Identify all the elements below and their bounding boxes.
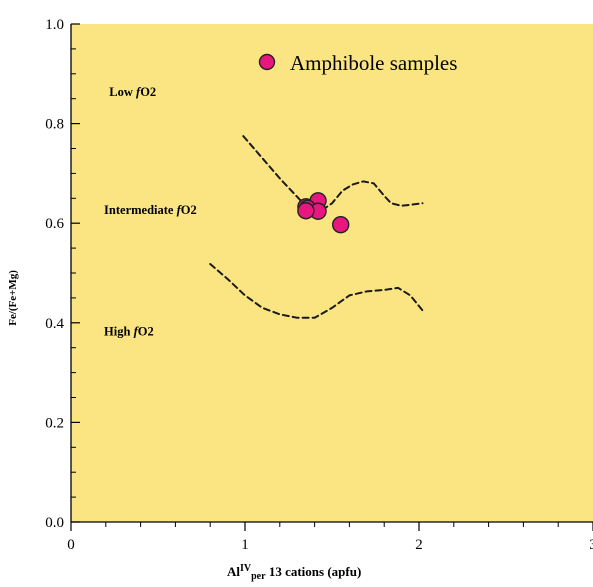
y-tick-label: 0.4 xyxy=(45,316,64,332)
legend-marker xyxy=(258,53,276,71)
x-tick-label: 0 xyxy=(67,537,75,553)
region-label-suffix: O2 xyxy=(181,203,197,217)
plot-background xyxy=(71,24,593,522)
region-label-suffix: O2 xyxy=(140,85,156,99)
y-tick-label: 0.0 xyxy=(45,515,64,531)
region-label-italic: f xyxy=(177,203,183,217)
boundary-curve xyxy=(209,263,424,319)
x-axis-label-main: Al xyxy=(227,564,240,579)
region-label-text: Low xyxy=(109,85,136,99)
x-tick-label: 2 xyxy=(415,537,423,553)
region-label: Low fO2 xyxy=(109,85,156,99)
y-tick-label: 1.0 xyxy=(45,17,64,33)
legend-label: Amphibole samples xyxy=(290,51,457,75)
y-axis-label: Fe/(Fe+Mg) xyxy=(7,270,19,326)
y-tick-label: 0.2 xyxy=(45,415,64,431)
y-tick-label: 0.8 xyxy=(45,117,64,133)
region-label: High fO2 xyxy=(104,324,154,338)
region-label-text: High xyxy=(104,324,134,338)
region-label-italic: f xyxy=(134,324,140,338)
legend: Amphibole samples xyxy=(258,51,457,75)
x-axis-label-rest: 13 cations (apfu) xyxy=(266,564,362,579)
data-points xyxy=(297,192,350,234)
region-label-suffix: O2 xyxy=(138,324,154,338)
region-label-text: Intermediate xyxy=(104,203,177,217)
y-tick-label: 0.6 xyxy=(45,216,64,232)
region-label: Intermediate fO2 xyxy=(104,203,197,217)
x-tick-label: 1 xyxy=(241,537,249,553)
x-tick-label: 3 xyxy=(589,537,593,553)
region-label-italic: f xyxy=(136,85,142,99)
data-point xyxy=(332,215,350,234)
data-point xyxy=(297,202,315,220)
x-axis-label-sub: per xyxy=(251,571,266,582)
x-axis-label-sup: IV xyxy=(240,563,252,574)
x-axis-label: AlIVper 13 cations (apfu) xyxy=(227,563,361,582)
axes: 0.0 0.2 0.4 0.6 0.8 1.0 0 1 2 3 xyxy=(45,17,593,553)
